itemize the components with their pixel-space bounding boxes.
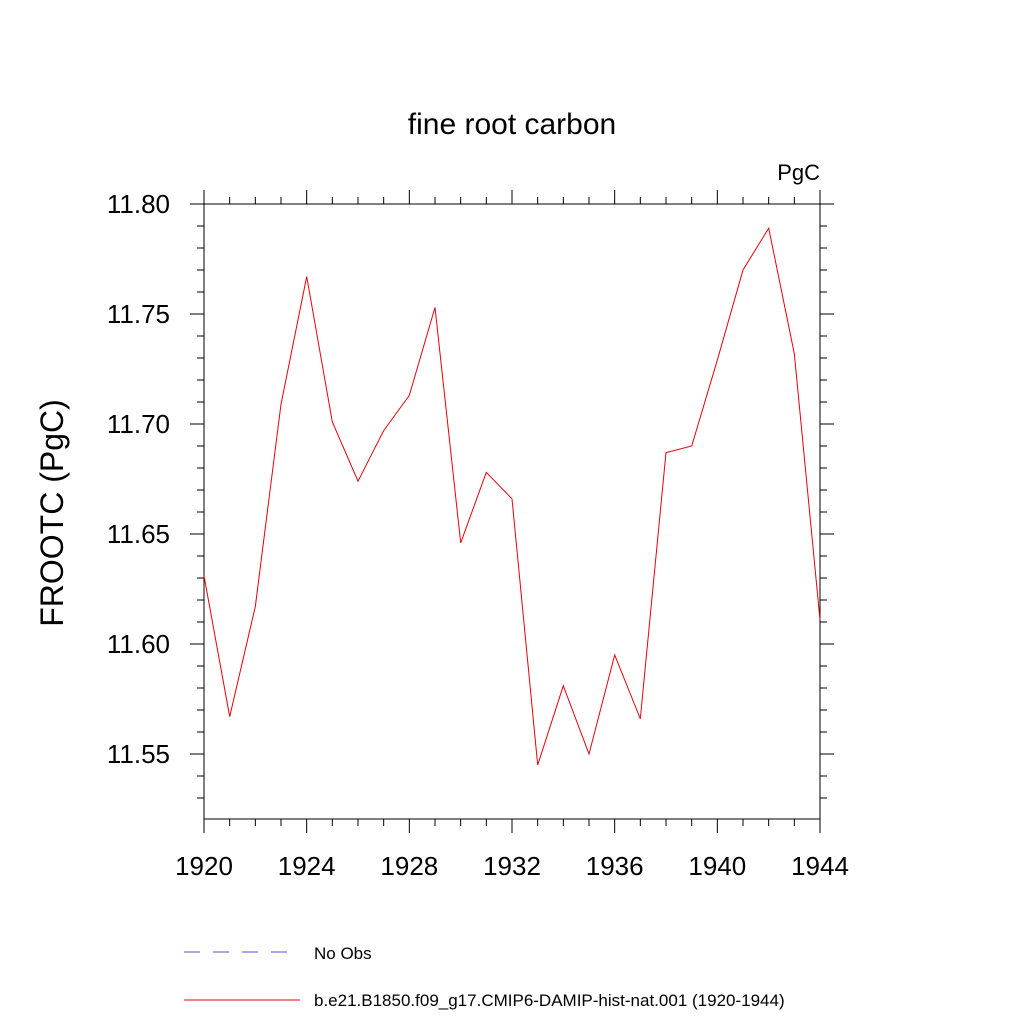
- x-tick-label: 1944: [791, 851, 849, 881]
- y-tick-labels: 11.55 11.60 11.65 11.70 11.75 11.80: [107, 189, 170, 769]
- x-tick-label: 1928: [380, 851, 438, 881]
- y-tick-label: 11.80: [107, 189, 170, 219]
- chart-title: fine root carbon: [408, 108, 616, 141]
- series-line: [203, 226, 821, 766]
- x-tick-label: 1924: [278, 851, 336, 881]
- y-tick-label: 11.75: [107, 299, 170, 329]
- units-label: PgC: [777, 160, 820, 185]
- x-tick-labels: 1920 1924 1928 1932 1936 1940 1944: [175, 851, 849, 881]
- series-lines: [203, 226, 821, 766]
- legend: No Obs b.e21.B1850.f09_g17.CMIP6-DAMIP-h…: [184, 944, 785, 1010]
- x-tick-label: 1920: [175, 851, 233, 881]
- x-tick-label: 1936: [586, 851, 644, 881]
- axis-ticks: [190, 190, 834, 833]
- y-tick-label: 11.70: [107, 409, 170, 439]
- x-tick-label: 1940: [688, 851, 746, 881]
- legend-label-no-obs: No Obs: [314, 944, 372, 963]
- y-tick-label: 11.65: [107, 519, 170, 549]
- y-tick-label: 11.60: [107, 629, 170, 659]
- legend-label-model: b.e21.B1850.f09_g17.CMIP6-DAMIP-hist-nat…: [314, 991, 785, 1010]
- plot-frame: [203, 203, 821, 820]
- y-tick-label: 11.55: [107, 739, 170, 769]
- x-tick-label: 1932: [483, 851, 541, 881]
- y-axis-label: FROOTC (PgC): [34, 399, 70, 627]
